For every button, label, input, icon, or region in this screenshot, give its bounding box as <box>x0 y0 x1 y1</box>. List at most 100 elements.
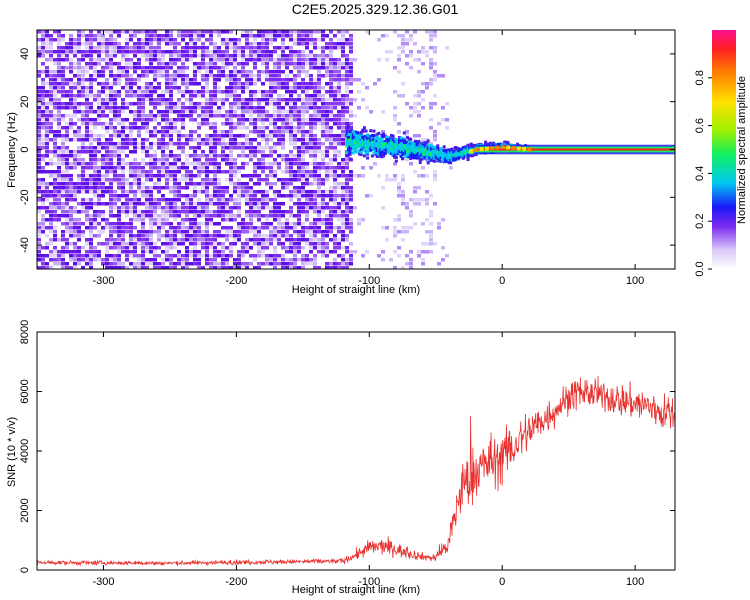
spectrogram-cell <box>445 254 449 258</box>
spectrogram-cell <box>337 78 341 82</box>
spectrogram-cell <box>245 54 249 58</box>
spectrogram-cell <box>285 234 289 238</box>
spectrogram-cell <box>257 150 261 154</box>
spectrogram-signal-cell <box>364 142 368 146</box>
spectrogram-cell <box>289 46 293 50</box>
spectrogram-cell <box>197 138 201 142</box>
spectrogram-cell <box>341 202 345 206</box>
spectrogram-cell <box>193 46 197 50</box>
spectrogram-cell <box>281 210 285 214</box>
spectrogram-cell <box>293 146 297 150</box>
spectrogram-cell <box>81 90 85 94</box>
spectrogram-signal-cell <box>423 152 427 156</box>
spectrogram-cell <box>261 226 265 230</box>
spectrogram-cell <box>145 230 149 234</box>
spectrogram-cell <box>301 258 305 262</box>
spectrogram-cell <box>193 262 197 266</box>
spectrogram-cell <box>165 126 169 130</box>
spectrogram-cell <box>45 246 49 250</box>
spectrogram-cell <box>253 118 257 122</box>
spectrogram-cell <box>189 238 193 242</box>
spectrogram-cell <box>173 122 177 126</box>
spectrogram-cell <box>45 218 49 222</box>
spectrogram-cell <box>161 214 165 218</box>
spectrogram-cell <box>117 218 121 222</box>
spectrogram-cell <box>117 62 121 66</box>
spectrogram-cell <box>425 82 429 86</box>
spectrogram-cell <box>65 226 69 230</box>
spectrogram-cell <box>81 182 85 186</box>
spectrogram-cell <box>333 142 337 146</box>
spectrogram-cell <box>109 42 113 46</box>
spectrogram-cell <box>189 154 193 158</box>
spectrogram-cell <box>165 62 169 66</box>
spectrogram-cell <box>245 70 249 74</box>
spectrogram-cell <box>153 258 157 262</box>
spectrogram-cell <box>117 74 121 78</box>
spectrogram-signal-cell <box>361 129 365 133</box>
spectrogram-cell <box>101 230 105 234</box>
spectrogram-cell <box>177 230 181 234</box>
spectrogram-cell <box>209 42 213 46</box>
spectrogram-cell <box>165 246 169 250</box>
spectrogram-cell <box>45 134 49 138</box>
spectrogram-cell <box>57 70 61 74</box>
spectrogram-cell <box>229 74 233 78</box>
spectrogram-cell <box>337 206 341 210</box>
spectrogram-signal-cell <box>393 142 397 146</box>
spectrogram-cell <box>221 170 225 174</box>
spectrogram-signal-cell <box>463 147 467 151</box>
spectrogram-cell <box>193 234 197 238</box>
spectrogram-cell <box>165 258 169 262</box>
spectrogram-cell <box>189 58 193 62</box>
spectrogram-cell <box>293 186 297 190</box>
spectrogram-cell <box>45 118 49 122</box>
spectrogram-cell <box>133 114 137 118</box>
spectrogram-cell <box>209 214 213 218</box>
spectrogram-cell <box>109 34 113 38</box>
spectrogram-cell <box>317 82 321 86</box>
spectrogram-cell <box>237 222 241 226</box>
spectrogram-cell <box>229 230 233 234</box>
spectrogram-cell <box>93 74 97 78</box>
spectrogram-cell <box>201 154 205 158</box>
spectrogram-cell <box>141 254 145 258</box>
spectrogram-cell <box>289 130 293 134</box>
spectrogram-cell <box>157 170 161 174</box>
spectrogram-cell <box>193 102 197 106</box>
spectrogram-cell <box>373 162 377 166</box>
spectrogram-cell <box>197 226 201 230</box>
spectrogram-cell <box>49 170 53 174</box>
spectrogram-cell <box>193 106 197 110</box>
spectrogram-cell <box>397 70 401 74</box>
spectrogram-cell <box>125 30 129 34</box>
spectrogram-cell <box>329 98 333 102</box>
spectrogram-cell <box>109 234 113 238</box>
spectrogram-cell <box>181 46 185 50</box>
spectrogram-cell <box>425 54 429 58</box>
spectrogram-cell <box>225 46 229 50</box>
spectrogram-cell <box>281 94 285 98</box>
spectrogram-cell <box>349 226 353 230</box>
spectrogram-signal-cell <box>388 135 392 139</box>
spectrogram-cell <box>445 46 449 50</box>
spectrogram-cell <box>49 90 53 94</box>
spectrogram-cell <box>409 250 413 254</box>
spectrogram-cell <box>73 162 77 166</box>
spectrogram-cell <box>41 126 45 130</box>
spectrogram-cell <box>217 234 221 238</box>
spectrogram-cell <box>301 162 305 166</box>
spectrogram-cell <box>185 178 189 182</box>
spectrogram-cell <box>117 254 121 258</box>
spectrogram-cell <box>385 50 389 54</box>
spectrogram-cell <box>37 74 41 78</box>
spectrogram-signal-cell <box>377 141 381 145</box>
spectrogram-cell <box>333 62 337 66</box>
spectrogram-cell <box>345 194 349 198</box>
spectrogram-cell <box>309 146 313 150</box>
spectrogram-cell <box>417 202 421 206</box>
spectrogram-cell <box>73 210 77 214</box>
spectrogram-cell <box>161 234 165 238</box>
spectrogram-cell <box>101 70 105 74</box>
spectrogram-cell <box>141 194 145 198</box>
